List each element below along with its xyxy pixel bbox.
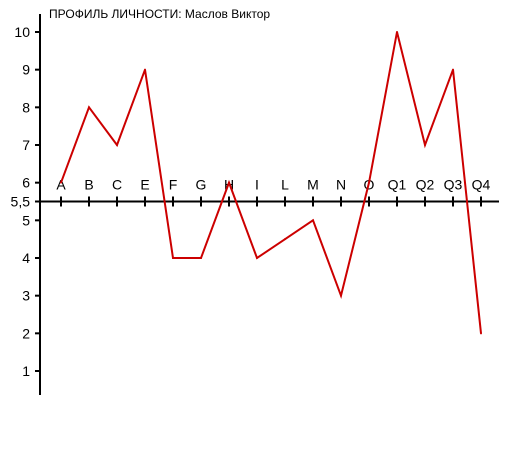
x-tick-label: F (169, 177, 178, 193)
x-tick-label: E (140, 177, 149, 193)
data-point (480, 332, 482, 335)
y-tick-label: 9 (22, 62, 30, 78)
data-point (200, 257, 202, 259)
data-point (172, 257, 174, 259)
data-point (340, 294, 342, 297)
y-tick-label: 4 (22, 250, 30, 266)
x-tick-label: B (84, 177, 93, 193)
y-tick-label: 10 (14, 24, 30, 40)
y-tick-label: 6 (22, 175, 30, 191)
data-point (312, 219, 314, 222)
data-point (228, 181, 230, 184)
x-tick-label: Q3 (444, 177, 463, 193)
data-point (452, 68, 454, 71)
x-tick-label: Q4 (472, 177, 491, 193)
data-point (88, 106, 90, 109)
chart-title: ПРОФИЛЬ ЛИЧНОСТИ: Маслов Виктор (49, 7, 271, 21)
x-tick-label: G (196, 177, 207, 193)
y-tick-label: 5 (22, 212, 30, 228)
data-point (284, 238, 286, 241)
data-point (368, 181, 370, 184)
x-tick-label: N (336, 177, 346, 193)
data-point (144, 68, 146, 71)
x-tick-label: Q2 (416, 177, 435, 193)
x-tick-label: I (255, 177, 259, 193)
x-tick-label: C (112, 177, 122, 193)
y-tick-label: 7 (22, 137, 30, 153)
y-tick-label: 3 (22, 288, 30, 304)
y-tick-label: 5,5 (11, 194, 31, 210)
y-tick-label: 8 (22, 99, 30, 115)
series-line (60, 31, 482, 334)
x-tick-label: M (307, 177, 319, 193)
data-point (396, 31, 398, 33)
x-tick-label: A (56, 177, 66, 193)
x-tick-label: L (281, 177, 289, 193)
data-point (424, 144, 426, 146)
x-tick-label: Q1 (388, 177, 407, 193)
data-point (60, 181, 62, 184)
data-point (256, 257, 258, 259)
y-tick-label: 2 (22, 325, 30, 341)
y-tick-label: 1 (22, 363, 30, 379)
data-point (116, 144, 118, 146)
